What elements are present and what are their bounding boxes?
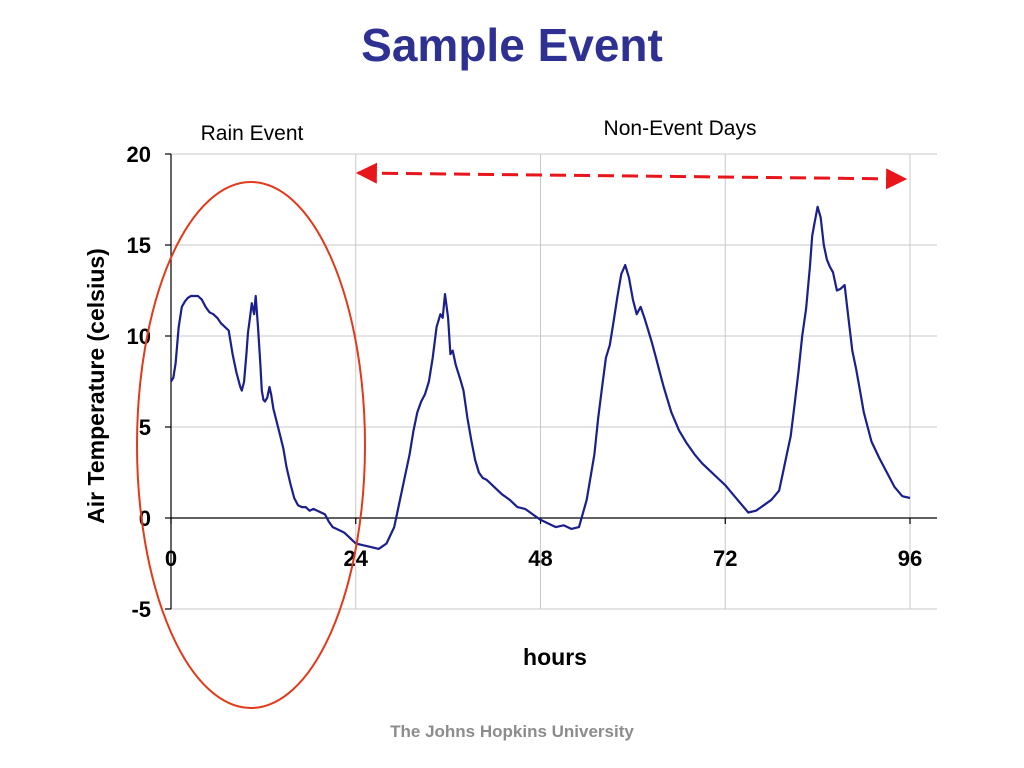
- y-axis-title: Air Temperature (celsius): [83, 248, 109, 524]
- y-tick-label-5: 5: [139, 415, 151, 440]
- footer-credit: The Johns Hopkins University: [390, 722, 634, 741]
- non-event-days-label: Non-Event Days: [604, 117, 757, 140]
- rain-event-highlight-ellipse: [136, 181, 366, 709]
- rain-event-label: Rain Event: [201, 122, 304, 145]
- x-tick-label-96: 96: [898, 546, 922, 571]
- temperature-series-line: [170, 205, 911, 550]
- y-tick-label--5: -5: [131, 597, 151, 622]
- y-tick-label-20: 20: [127, 142, 151, 167]
- x-tick-label-48: 48: [528, 546, 552, 571]
- x-axis-title: hours: [523, 644, 587, 670]
- x-tick-label-0: 0: [165, 546, 177, 571]
- grid-lines: [171, 153, 937, 610]
- y-tick-label-15: 15: [127, 233, 151, 258]
- x-tick-label-72: 72: [713, 546, 737, 571]
- non-event-days-arrow: [355, 162, 908, 190]
- slide-title: Sample Event: [361, 19, 663, 71]
